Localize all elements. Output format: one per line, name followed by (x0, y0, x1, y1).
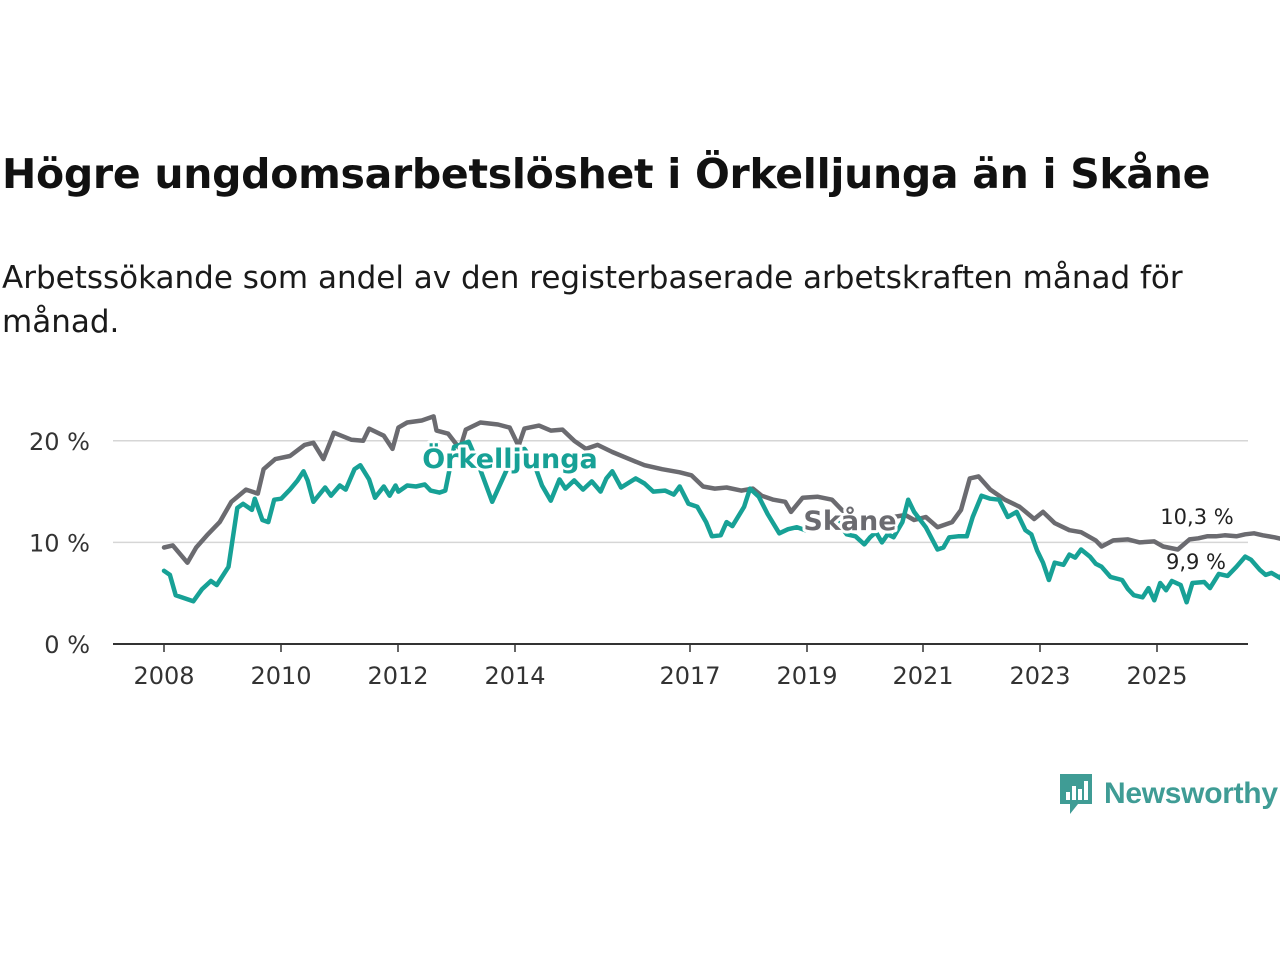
series-line-skane (161, 414, 1280, 565)
series-label-skane: Skåne (803, 505, 896, 537)
chart-title: Högre ungdomsarbetslöshet i Örkelljunga … (2, 150, 1211, 198)
x-tick-label: 2025 (1126, 662, 1187, 690)
x-tick-label: 2021 (892, 662, 953, 690)
series-line-orkelljunga (161, 439, 1280, 605)
gridlines (113, 440, 1248, 544)
x-axis: 2008 2010 2012 2014 2017 2019 2021 2023 2025 (113, 643, 1248, 690)
series-label-orkelljunga: Örkelljunga (422, 442, 598, 475)
x-tick-label: 2023 (1009, 662, 1070, 690)
y-tick-label: 10 % (29, 529, 90, 557)
chart-subtitle: Arbetssökande som andel av den registerb… (2, 260, 1183, 340)
x-tick-label: 2008 (133, 662, 194, 690)
x-tick-label: 2019 (776, 662, 837, 690)
x-tick-label: 2012 (367, 662, 428, 690)
line-chart: 0 % 10 % 20 % 2008 2010 2012 2014 2017 2019 2021… (29, 414, 1280, 690)
y-tick-label: 20 % (29, 428, 90, 456)
x-tick-label: 2010 (250, 662, 311, 690)
newsworthy-logo-text: Newsworthy (1104, 777, 1278, 810)
end-value-label-orkelljunga: 9,9 % (1166, 550, 1226, 574)
x-tick-label: 2014 (484, 662, 545, 690)
series-lines (161, 414, 1280, 605)
x-tick-label: 2017 (659, 662, 720, 690)
newsworthy-logo-icon (1060, 774, 1092, 814)
y-axis: 0 % 10 % 20 % (29, 428, 90, 659)
series-labels: Örkelljunga Skåne 10,3 % 9,9 % (419, 439, 1233, 574)
y-tick-label: 0 % (44, 631, 90, 659)
end-value-label-skane: 10,3 % (1160, 505, 1233, 529)
newsworthy-logo: Newsworthy (1058, 772, 1278, 816)
